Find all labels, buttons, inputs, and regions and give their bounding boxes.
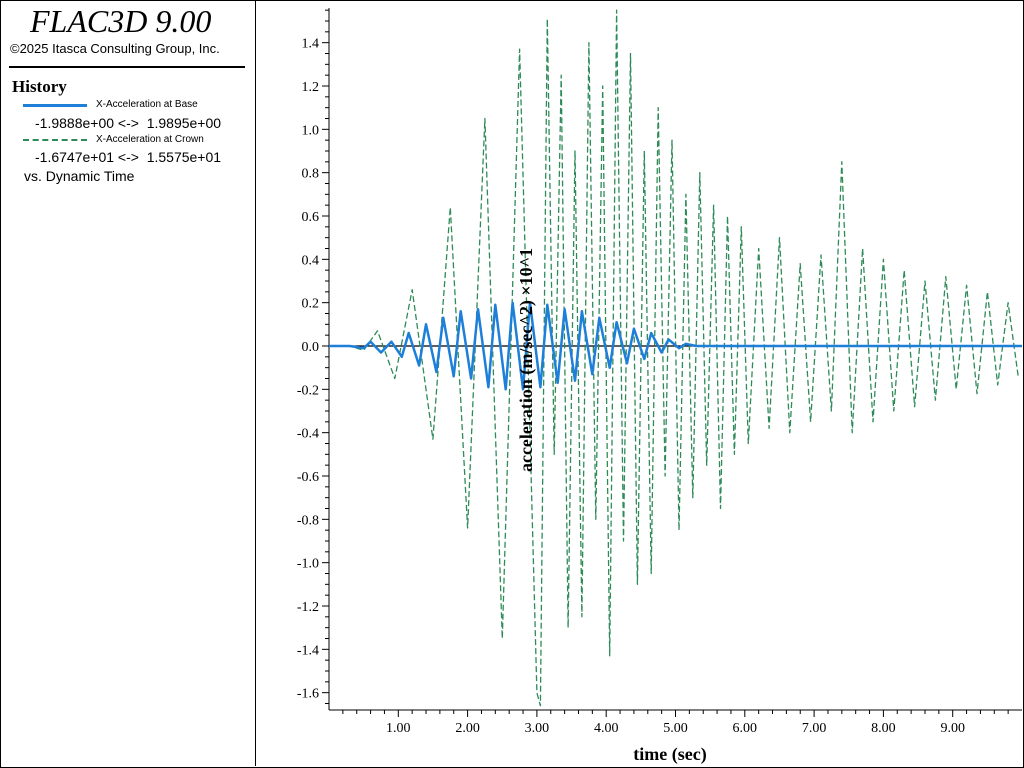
legend-panel: FLAC3D 9.00 ©2025 Itasca Consulting Grou… xyxy=(1,1,256,766)
y-tick-label: 0.0 xyxy=(302,340,320,355)
y-tick-label: 0.8 xyxy=(302,167,320,182)
legend-range-base: -1.9888e+00 <-> 1.9895e+00 xyxy=(35,115,222,131)
chart-series xyxy=(329,9,1022,707)
legend-label-base: X-Acceleration at Base xyxy=(96,99,198,110)
y-tick-label: 1.2 xyxy=(302,80,320,95)
y-tick-label: 1.0 xyxy=(302,123,320,138)
y-tick-label: 1.4 xyxy=(302,37,320,52)
series-line-crown xyxy=(329,9,1020,707)
y-tick-label: -1.2 xyxy=(297,600,319,615)
x-tick-label: 3.00 xyxy=(525,721,550,736)
title-divider xyxy=(9,66,245,68)
chart-ticks: 1.4 1.2 1.0 0.8 0.6 0.4 0.2 0.0 -0.2 -0.4 -0.6 -0.8… xyxy=(297,9,1009,736)
x-tick-label: 6.00 xyxy=(733,721,758,736)
x-tick-label: 1.00 xyxy=(386,721,411,736)
legend-label-crown: X-Acceleration at Crown xyxy=(96,134,204,145)
legend-line-base xyxy=(23,104,87,107)
vs-label: vs. Dynamic Time xyxy=(24,168,135,184)
legend-range-crown: -1.6747e+01 <-> 1.5575e+01 xyxy=(35,149,222,165)
x-tick-label: 5.00 xyxy=(663,721,688,736)
legend-line-crown xyxy=(23,139,87,141)
x-tick-label: 2.00 xyxy=(455,721,480,736)
y-tick-label: -0.6 xyxy=(297,470,319,485)
series-line-base xyxy=(329,301,1022,391)
y-tick-label: -0.2 xyxy=(297,383,319,398)
x-tick-label: 8.00 xyxy=(871,721,896,736)
y-tick-label: -0.8 xyxy=(297,513,319,528)
x-tick-label: 9.00 xyxy=(940,721,965,736)
x-tick-label: 7.00 xyxy=(802,721,827,736)
y-axis-label: acceleration (m/sec^2) ×10^1 xyxy=(516,248,537,472)
y-tick-label: -0.4 xyxy=(297,427,319,442)
history-chart: 1.4 1.2 1.0 0.8 0.6 0.4 0.2 0.0 -0.2 -0.4 -0.6 -0.8… xyxy=(297,8,1022,765)
copyright-text: ©2025 Itasca Consulting Group, Inc. xyxy=(10,41,220,56)
y-tick-label: -1.0 xyxy=(297,557,319,572)
x-tick-label: 4.00 xyxy=(594,721,619,736)
y-tick-label: 0.6 xyxy=(302,210,320,225)
y-tick-label: -1.6 xyxy=(297,687,319,702)
history-heading: History xyxy=(12,77,67,96)
app-title: FLAC3D 9.00 xyxy=(30,3,212,39)
y-tick-label: -1.4 xyxy=(297,643,319,658)
y-tick-label: 0.2 xyxy=(302,297,320,312)
x-axis-label: time (sec) xyxy=(633,744,706,765)
y-tick-label: 0.4 xyxy=(302,253,320,268)
